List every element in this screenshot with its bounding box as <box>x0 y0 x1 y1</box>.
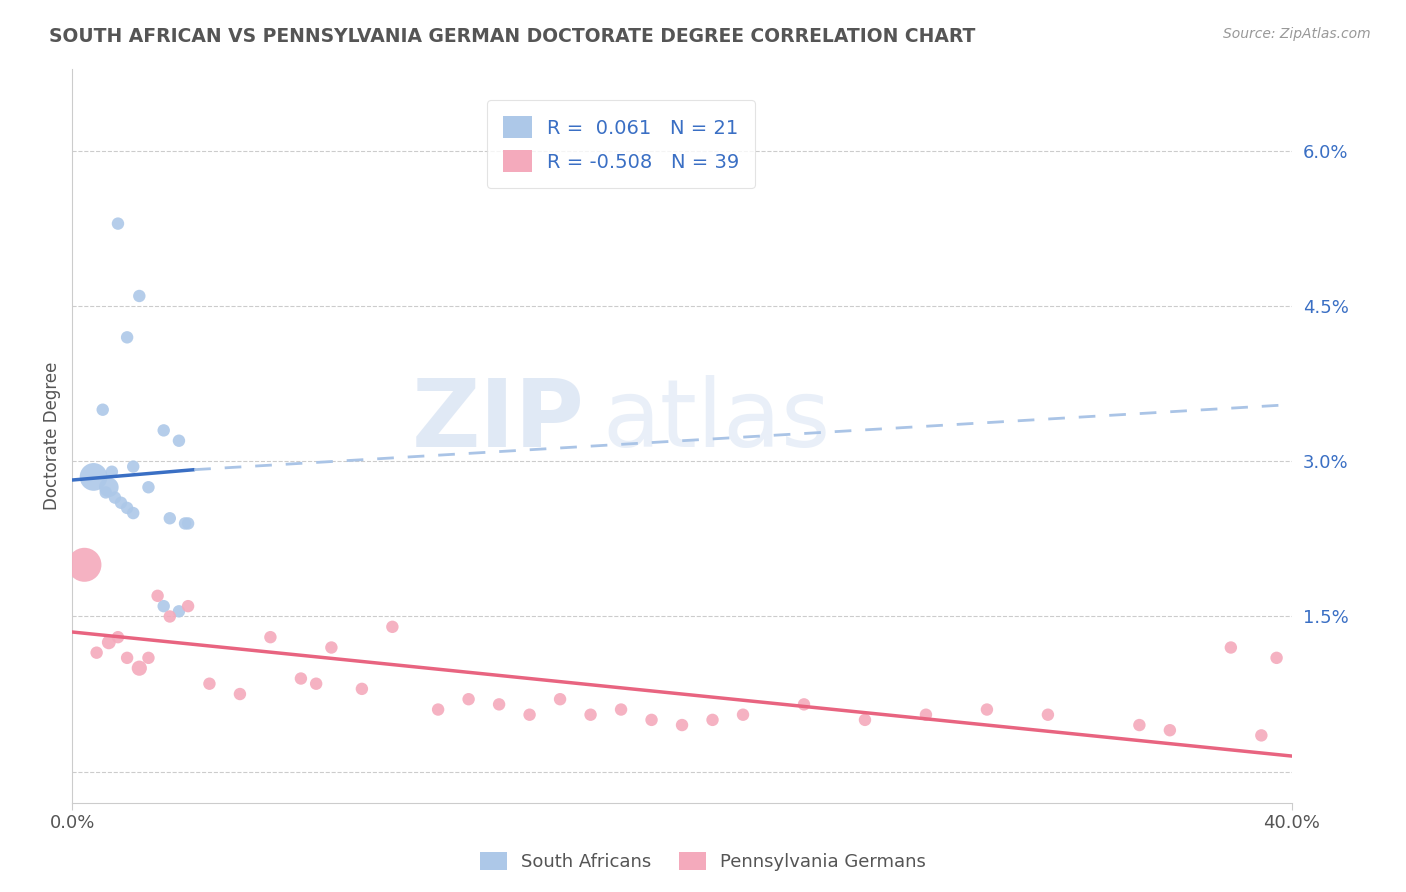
Point <box>915 707 938 722</box>
Point <box>94 485 117 500</box>
Point <box>1219 640 1241 655</box>
Point <box>104 491 127 505</box>
Point <box>321 640 343 655</box>
Text: Source: ZipAtlas.com: Source: ZipAtlas.com <box>1223 27 1371 41</box>
Point <box>122 506 145 520</box>
Point <box>290 672 312 686</box>
Point <box>159 511 181 525</box>
Point <box>138 650 160 665</box>
Point <box>229 687 252 701</box>
Point <box>115 330 138 344</box>
Text: atlas: atlas <box>603 375 831 467</box>
Point <box>702 713 724 727</box>
Point <box>350 681 373 696</box>
Point <box>115 650 138 665</box>
Point <box>427 702 450 716</box>
Point <box>671 718 693 732</box>
Point <box>1250 728 1272 742</box>
Point <box>107 630 129 644</box>
Point <box>198 676 221 690</box>
Point <box>97 635 120 649</box>
Point <box>128 289 150 303</box>
Point <box>519 707 541 722</box>
Point <box>1265 650 1288 665</box>
Point <box>122 459 145 474</box>
Point <box>457 692 479 706</box>
Point <box>259 630 281 644</box>
Y-axis label: Doctorate Degree: Doctorate Degree <box>44 361 60 509</box>
Point <box>381 620 404 634</box>
Point <box>177 599 200 614</box>
Point <box>152 423 174 437</box>
Point <box>177 516 200 531</box>
Point <box>138 480 160 494</box>
Point <box>167 434 190 448</box>
Point <box>174 516 197 531</box>
Point <box>167 604 190 618</box>
Point <box>152 599 174 614</box>
Point <box>146 589 169 603</box>
Point <box>579 707 602 722</box>
Point <box>853 713 876 727</box>
Point <box>97 480 120 494</box>
Legend: R =  0.061   N = 21, R = -0.508   N = 39: R = 0.061 N = 21, R = -0.508 N = 39 <box>486 100 755 188</box>
Point <box>73 558 96 572</box>
Point <box>1036 707 1059 722</box>
Point <box>1159 723 1181 738</box>
Point <box>1128 718 1150 732</box>
Point <box>640 713 662 727</box>
Text: ZIP: ZIP <box>412 375 585 467</box>
Point <box>793 698 815 712</box>
Point <box>83 470 105 484</box>
Point <box>610 702 633 716</box>
Point <box>731 707 754 722</box>
Point <box>115 500 138 515</box>
Point <box>548 692 571 706</box>
Point <box>91 402 114 417</box>
Point <box>128 661 150 675</box>
Point <box>305 676 328 690</box>
Legend: South Africans, Pennsylvania Germans: South Africans, Pennsylvania Germans <box>472 845 934 879</box>
Point <box>86 646 108 660</box>
Point <box>976 702 998 716</box>
Text: SOUTH AFRICAN VS PENNSYLVANIA GERMAN DOCTORATE DEGREE CORRELATION CHART: SOUTH AFRICAN VS PENNSYLVANIA GERMAN DOC… <box>49 27 976 45</box>
Point <box>110 496 132 510</box>
Point <box>101 465 124 479</box>
Point <box>107 217 129 231</box>
Point <box>159 609 181 624</box>
Point <box>488 698 510 712</box>
